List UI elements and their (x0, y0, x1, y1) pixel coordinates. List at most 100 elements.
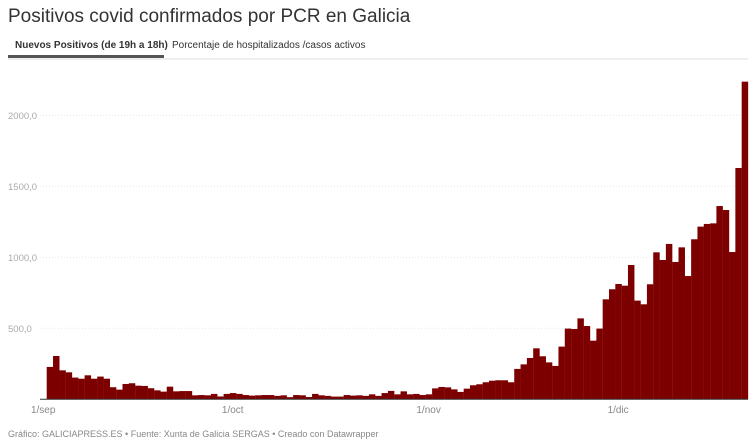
bar (571, 329, 578, 400)
active-tab-indicator (8, 55, 164, 58)
bar (293, 395, 300, 400)
bar (710, 223, 717, 400)
bar (116, 389, 123, 400)
bar (349, 395, 357, 400)
bar (545, 362, 553, 400)
x-tick-label: 1/dic (608, 405, 629, 416)
bar (337, 396, 344, 400)
bar (596, 328, 603, 400)
bar (463, 388, 471, 400)
y-tick-label: 1000,0 (8, 253, 37, 264)
bar (318, 395, 325, 400)
bar (97, 376, 104, 400)
bar (640, 304, 648, 400)
bar (609, 289, 616, 400)
bar (672, 261, 679, 400)
bar (343, 395, 351, 400)
bar (470, 385, 477, 400)
bar (697, 226, 704, 400)
tab-bar: Nuevos Positivos (de 19h a 18h) Porcenta… (8, 38, 748, 60)
bar (166, 386, 174, 400)
bar (482, 382, 490, 400)
bar (248, 395, 256, 400)
bar (135, 385, 142, 400)
chart-footer: Gráfico: GALICIAPRESS.ES • Fuente: Xunta… (8, 429, 379, 439)
bar (331, 396, 338, 400)
bar (128, 383, 136, 400)
bar (179, 391, 186, 400)
bar (406, 394, 414, 400)
bar (488, 380, 496, 400)
bar (84, 375, 92, 400)
bar (520, 364, 528, 400)
bar (539, 356, 546, 400)
bar (413, 393, 420, 400)
bar (255, 395, 262, 400)
bar (204, 395, 212, 400)
tab-nuevos-positivos[interactable]: Nuevos Positivos (de 19h a 18h) (15, 40, 168, 51)
bar (280, 395, 287, 400)
bar (691, 239, 698, 400)
bar (507, 382, 515, 400)
chart-title: Positivos covid confirmados por PCR en G… (8, 6, 411, 27)
bar (501, 380, 509, 400)
bar (173, 391, 180, 400)
bar (192, 395, 199, 400)
bar (659, 259, 667, 400)
bar (312, 393, 319, 400)
bar (558, 346, 565, 400)
bar (741, 81, 749, 400)
bar (286, 397, 294, 400)
bar (526, 357, 534, 400)
bar (583, 326, 591, 400)
bar (368, 394, 376, 400)
x-tick-label: 1/nov (416, 405, 440, 416)
bar (400, 391, 407, 400)
bar (65, 372, 73, 400)
bar (615, 283, 622, 400)
bar (217, 396, 224, 400)
bar (438, 386, 445, 400)
bar (646, 284, 654, 400)
bar (160, 391, 167, 400)
bar (236, 393, 243, 400)
bar (198, 395, 205, 400)
bar (653, 252, 660, 400)
bar (419, 395, 426, 400)
bar (103, 378, 111, 400)
bar (665, 243, 673, 400)
bar (387, 390, 395, 400)
bar (78, 378, 85, 400)
bar (722, 210, 730, 400)
x-tick-label: 1/sep (31, 405, 56, 416)
bar (735, 167, 742, 400)
bar (242, 395, 250, 400)
bar (381, 393, 389, 400)
bar (602, 299, 610, 400)
bar (577, 318, 584, 400)
bar (185, 391, 193, 400)
bar (299, 395, 306, 400)
bar (210, 393, 218, 400)
bar (46, 366, 54, 400)
bar (533, 348, 540, 400)
bar (621, 285, 629, 400)
bar (634, 300, 641, 400)
bar (495, 380, 502, 400)
bar (716, 206, 723, 400)
bar (324, 395, 332, 400)
bar (229, 393, 237, 400)
bar (590, 340, 597, 400)
bar (147, 388, 155, 400)
bar (684, 276, 692, 400)
bar (53, 355, 60, 400)
tab-porcentaje-hospitalizados[interactable]: Porcentaje de hospitalizados /casos acti… (172, 40, 366, 51)
bar (394, 394, 401, 400)
y-tick-label: 1500,0 (8, 182, 37, 193)
bar (261, 395, 268, 400)
bar (223, 393, 231, 400)
bar (564, 328, 572, 400)
bar (476, 384, 483, 400)
bar (267, 395, 275, 400)
